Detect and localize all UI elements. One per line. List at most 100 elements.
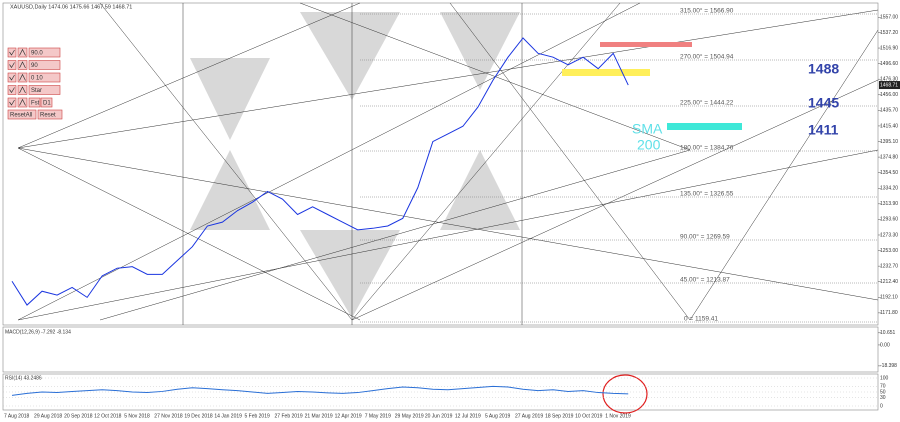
button[interactable]	[28, 85, 61, 95]
highlight-circle	[602, 374, 648, 414]
macd-panel	[2, 326, 879, 373]
resistance-zone	[600, 42, 692, 47]
toggle[interactable]	[17, 85, 28, 95]
gann-triangle	[190, 150, 270, 230]
y-tick-label: 1415.40	[880, 123, 898, 129]
checkbox[interactable]	[7, 72, 17, 83]
y-tick-label: 1476.30	[880, 77, 898, 83]
macd-title: MACD(12,26,9) -7.292 -8.134	[5, 329, 71, 335]
check-icon	[9, 49, 15, 56]
fan-icon	[19, 73, 26, 81]
gann-level-label: 180.00° = 1384.76	[680, 144, 734, 152]
fan-line	[689, 29, 879, 321]
x-tick-label: 12 Oct 2018	[94, 413, 121, 419]
y-tick-label: 30	[880, 395, 886, 401]
checkbox[interactable]	[7, 97, 17, 108]
gann-level-label: 90.00° = 1269.59	[680, 233, 730, 241]
gann-level-label: 135.00° = 1326.55	[680, 190, 734, 198]
y-tick-label: 1374.80	[880, 154, 898, 160]
gann-triangle	[440, 150, 520, 230]
checkbox[interactable]	[7, 60, 17, 70]
y-tick-label: 1273.30	[880, 232, 898, 238]
gann-level-label: 45.00° = 1213.87	[680, 276, 730, 284]
fan-line	[17, 149, 879, 321]
button-label: Fst	[31, 100, 40, 106]
support-zone	[562, 69, 650, 76]
fan-line	[351, 2, 621, 321]
check-icon	[9, 87, 15, 94]
sma-label: SMA	[632, 121, 663, 137]
x-tick-label: 18 Sep 2019	[545, 413, 574, 419]
y-tick-label: 1435.70	[880, 108, 898, 114]
fan-line	[17, 147, 361, 321]
button[interactable]	[37, 109, 63, 120]
y-tick-label: 70	[880, 384, 886, 390]
y-tick-label: 1456.00	[880, 92, 898, 98]
button-label: ResetAll	[10, 112, 32, 118]
x-tick-label: 5 Nov 2018	[124, 413, 150, 419]
x-tick-label: 5 Aug 2019	[485, 413, 511, 419]
button-label: Reset	[40, 112, 56, 118]
button-label: 90.0	[31, 50, 43, 56]
x-tick-label: 12 Jul 2019	[455, 413, 481, 419]
gann-boxes	[190, 12, 520, 318]
fan-line	[17, 2, 361, 149]
gann-level-label: 225.00° = 1444.22	[680, 99, 734, 107]
x-tick-label: 20 Sep 2018	[64, 413, 93, 419]
toggle[interactable]	[17, 60, 28, 70]
fan-line	[99, 149, 691, 321]
button-label: 0 10	[31, 75, 43, 81]
gann-triangle	[190, 58, 270, 140]
fan-line	[449, 2, 691, 321]
y-tick-label: 0	[880, 403, 883, 409]
y-tick-label: 1395.10	[880, 139, 898, 145]
x-tick-label: 7 May 2019	[365, 413, 391, 419]
price-line	[11, 385, 629, 396]
fan-icon	[19, 48, 26, 56]
x-tick-label: 5 Feb 2019	[244, 413, 270, 419]
x-tick-label: 27 Aug 2019	[515, 413, 543, 419]
current-price-label: 1468.71	[880, 82, 898, 88]
check-icon	[9, 62, 15, 69]
x-tick-label: 27 Feb 2019	[275, 413, 303, 419]
gann-level-label: 0 = 1159.41	[684, 316, 718, 323]
fan-line	[351, 79, 879, 321]
toggle[interactable]	[17, 72, 28, 83]
fan-icon	[19, 61, 26, 69]
price-mark: 1445	[808, 95, 839, 111]
button[interactable]	[7, 109, 37, 120]
y-tick-label: 10.651	[880, 330, 896, 336]
toggle[interactable]	[17, 47, 28, 58]
fan-line	[99, 2, 353, 321]
y-tick-label: 1313.90	[880, 201, 898, 207]
button[interactable]	[28, 60, 61, 70]
checkbox[interactable]	[7, 85, 17, 95]
price-mark: 1488	[808, 61, 839, 77]
fan-line	[17, 9, 879, 149]
button-label: Star	[31, 88, 42, 94]
y-tick-label: -18.398	[880, 363, 897, 369]
fan-icon	[19, 98, 26, 106]
button-label: 90	[31, 63, 38, 69]
check-icon	[9, 74, 15, 81]
rsi-title: RSI(14) 43.2486	[5, 375, 42, 381]
button[interactable]	[28, 72, 61, 83]
y-tick-label: 1293.60	[880, 217, 898, 223]
button-label: D1	[43, 100, 51, 106]
sma-label: 200	[637, 137, 661, 153]
checkbox[interactable]	[7, 47, 17, 58]
fan-line	[17, 147, 879, 301]
gann-fan	[17, 2, 879, 325]
y-tick-label: 1334.20	[880, 186, 898, 192]
x-tick-label: 7 Aug 2018	[4, 413, 30, 419]
x-tick-label: 27 Nov 2018	[154, 413, 183, 419]
button[interactable]	[28, 47, 61, 58]
y-tick-label: 1212.40	[880, 279, 898, 285]
y-tick-label: 0.00	[880, 342, 890, 348]
toggle[interactable]	[17, 97, 28, 108]
button[interactable]	[40, 97, 53, 108]
button[interactable]	[28, 97, 41, 108]
support-zone	[667, 123, 742, 130]
y-tick-label: 100	[880, 375, 889, 381]
